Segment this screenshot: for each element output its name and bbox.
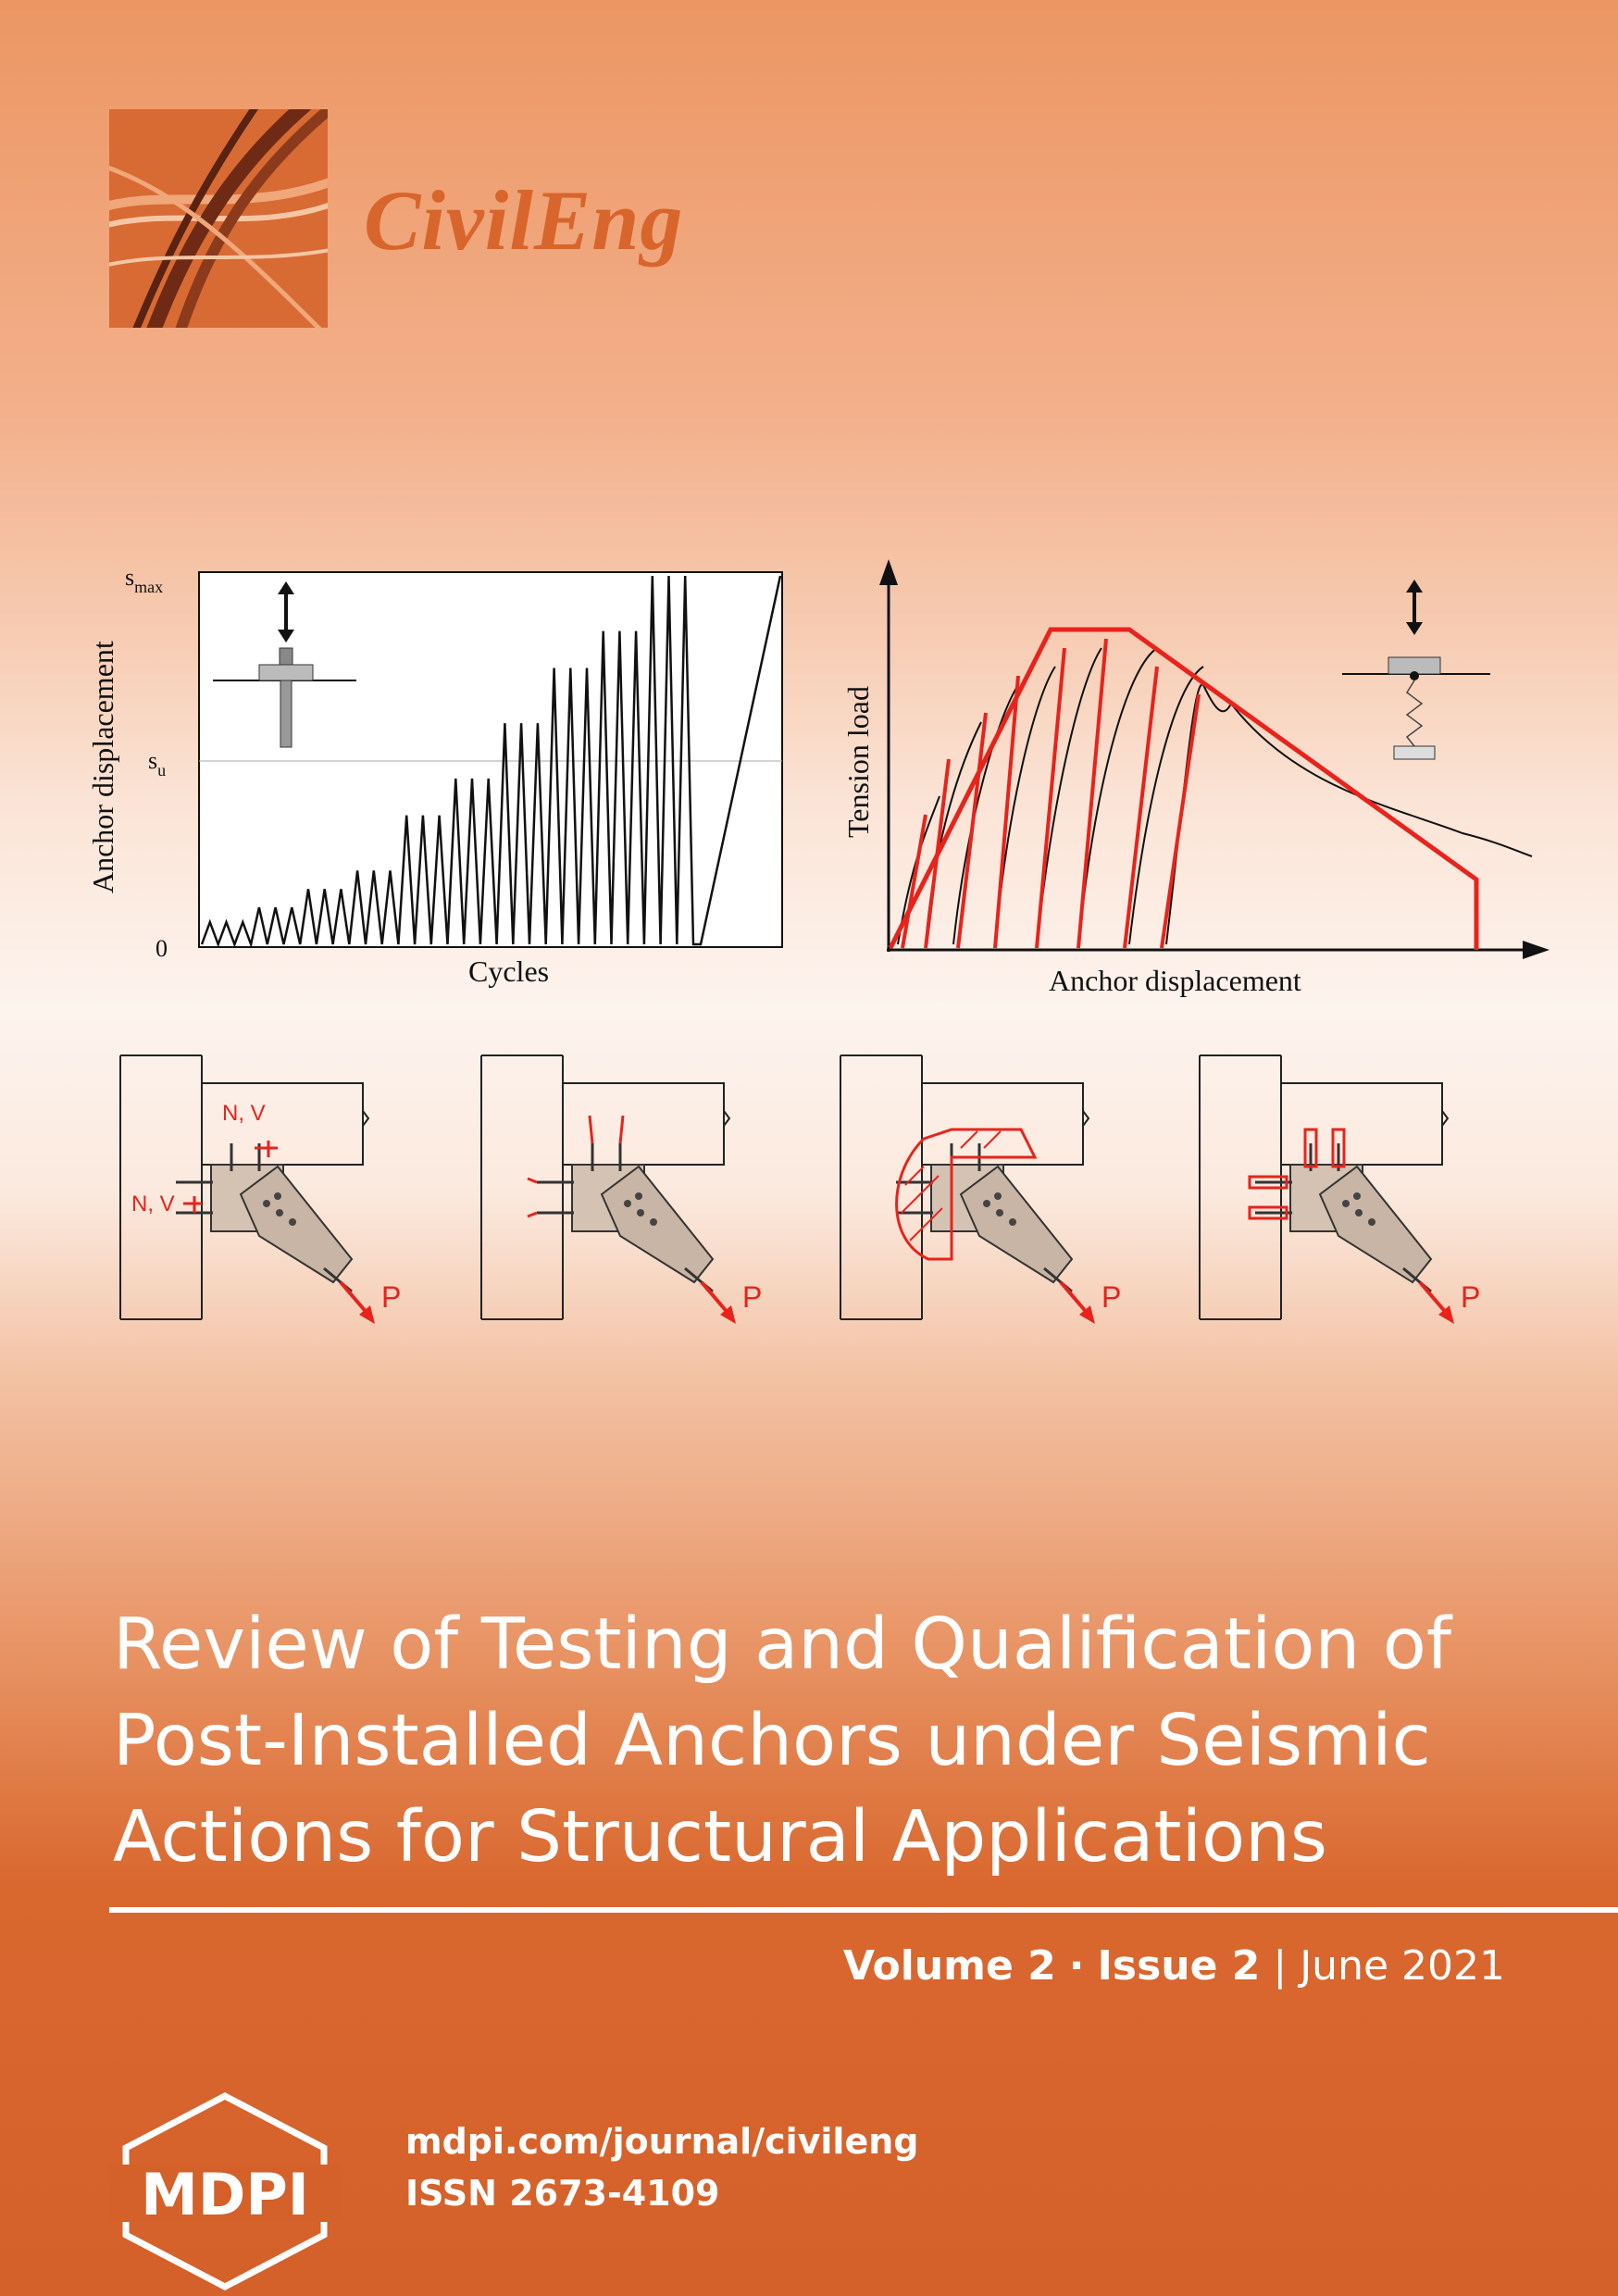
tick-su: su bbox=[148, 747, 166, 780]
load-label: P bbox=[1101, 1280, 1121, 1314]
x-axis-label: Cycles bbox=[468, 955, 549, 988]
y-axis-label: Tension load bbox=[841, 686, 875, 838]
date-label: June 2021 bbox=[1300, 1942, 1505, 1990]
tick-smax: smax bbox=[125, 564, 163, 596]
connection-diagram-4: P bbox=[1199, 1054, 1480, 1324]
envelope-series bbox=[888, 627, 1479, 950]
journal-url[interactable]: mdpi.com/journal/civileng bbox=[405, 2121, 919, 2162]
connection-diagram-2: P bbox=[480, 1054, 762, 1324]
y-axis-label: Anchor displacement bbox=[86, 641, 119, 893]
connection-diagram-1: N, V N, V P bbox=[119, 1054, 401, 1324]
journal-name: CivilEng bbox=[364, 173, 684, 268]
load-label: P bbox=[1461, 1280, 1480, 1314]
load-label: P bbox=[381, 1280, 401, 1314]
title-line-1: Review of Testing and Qualification of bbox=[113, 1603, 1452, 1686]
issue-label: Issue 2 bbox=[1097, 1942, 1261, 1990]
connection-diagram-3: P bbox=[840, 1054, 1121, 1324]
bar-separator: | bbox=[1273, 1942, 1288, 1990]
title-line-3: Actions for Structural Applications bbox=[113, 1796, 1328, 1878]
anchor-icon bbox=[213, 581, 356, 748]
journal-logo-icon bbox=[109, 109, 328, 328]
spring-icon bbox=[1342, 580, 1490, 760]
article-title: Review of Testing and Qualification of P… bbox=[113, 1597, 1557, 1886]
tick-zero: 0 bbox=[156, 935, 168, 962]
x-axis-label: Anchor displacement bbox=[1049, 964, 1301, 997]
force-label-top: N, V bbox=[222, 1101, 266, 1126]
issue-info: Volume 2 · Issue 2 | June 2021 bbox=[843, 1942, 1505, 1990]
volume-label: Volume 2 bbox=[842, 1942, 1056, 1990]
title-divider bbox=[109, 1907, 1618, 1913]
load-chart: Tension load Anchor displacement bbox=[841, 559, 1550, 997]
load-label: P bbox=[742, 1280, 762, 1314]
displacement-series bbox=[200, 575, 782, 949]
dot-separator: · bbox=[1068, 1942, 1085, 1990]
issn: ISSN 2673-4109 bbox=[405, 2173, 720, 2214]
title-line-2: Post-Installed Anchors under Seismic bbox=[113, 1700, 1431, 1782]
force-label-side: N, V bbox=[131, 1192, 175, 1217]
mdpi-logo-text: MDPI bbox=[141, 2161, 309, 2228]
mdpi-logo-icon: MDPI bbox=[109, 2092, 341, 2290]
connection-diagrams: N, V N, V P P bbox=[119, 1054, 1480, 1324]
cover-figures: smax su 0 Anchor displacement Cycles Ten… bbox=[86, 559, 1550, 1324]
displacement-chart: smax su 0 Anchor displacement Cycles bbox=[86, 564, 783, 988]
publisher-info: mdpi.com/journal/civileng ISSN 2673-4109 bbox=[405, 2115, 919, 2219]
